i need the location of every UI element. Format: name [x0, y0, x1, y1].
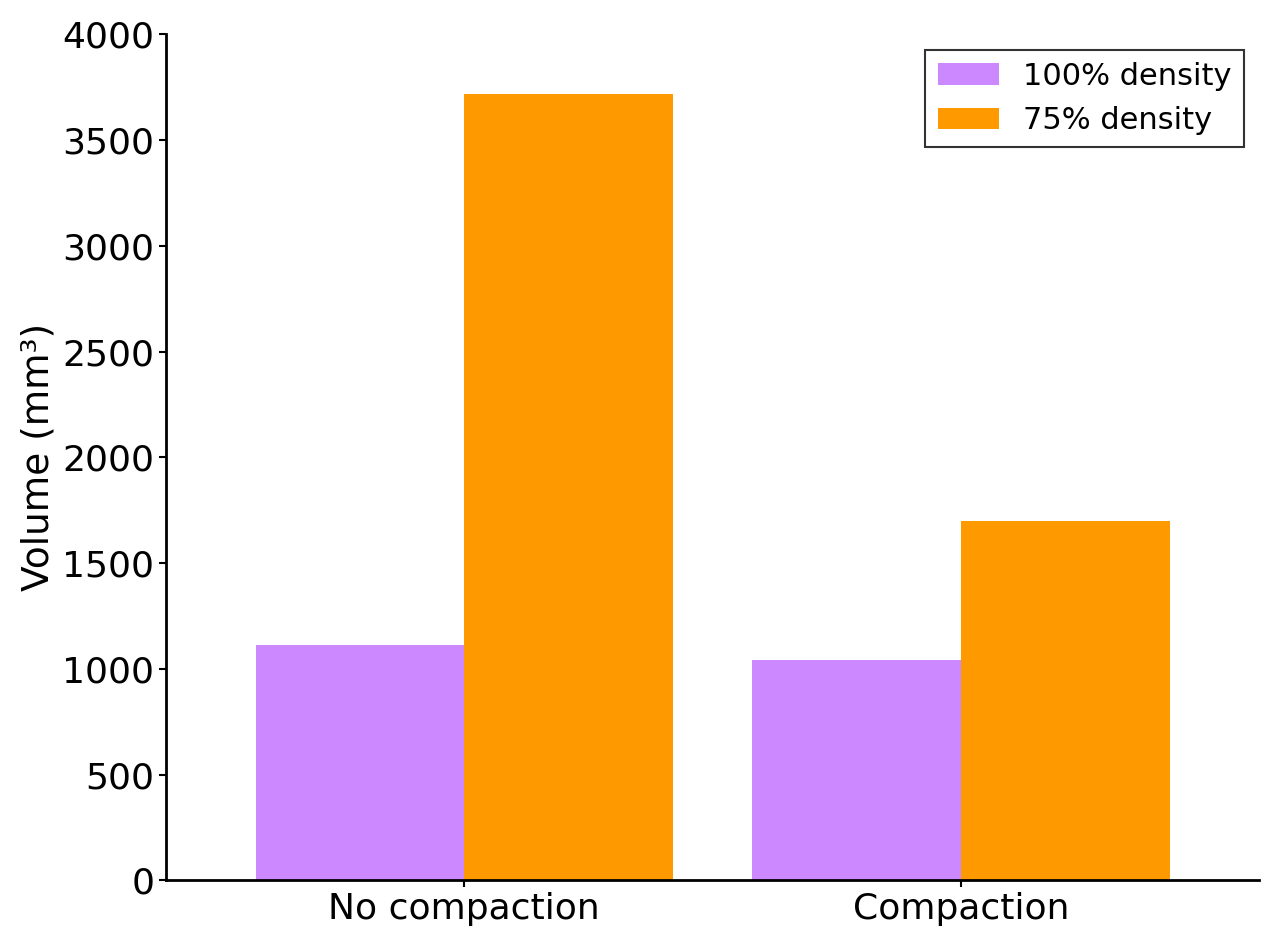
- Y-axis label: Volume (mm³): Volume (mm³): [20, 323, 56, 592]
- Bar: [256, 645, 465, 881]
- Bar: [961, 521, 1170, 881]
- Bar: [753, 660, 961, 881]
- Legend: 100% density, 75% density: 100% density, 75% density: [925, 49, 1244, 148]
- Bar: [465, 94, 673, 881]
